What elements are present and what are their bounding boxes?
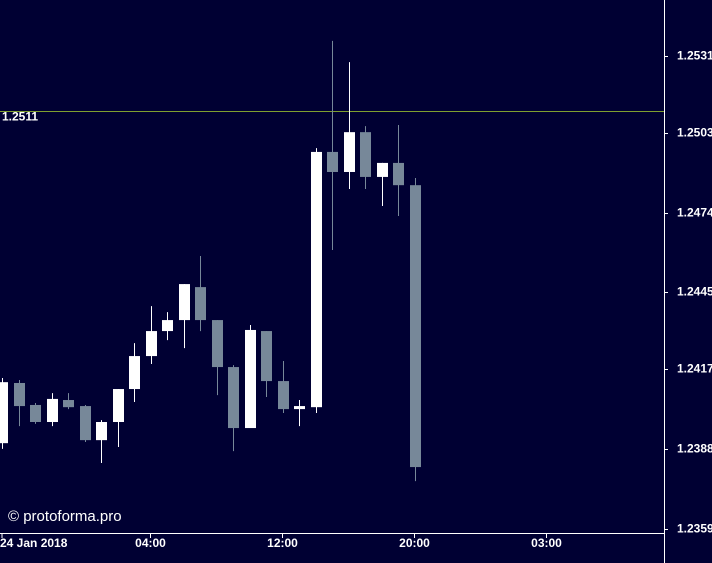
candle-body bbox=[179, 284, 190, 321]
candle-body bbox=[146, 331, 157, 357]
level-label: 1.2511 bbox=[2, 110, 38, 124]
x-tick-label: 24 Jan 2018 bbox=[0, 536, 68, 550]
y-tick-label: 1.2417 bbox=[677, 362, 712, 376]
candle-body bbox=[0, 382, 8, 444]
x-tick-label: 04:00 bbox=[135, 536, 166, 550]
candle-body bbox=[228, 367, 239, 429]
candle-body bbox=[410, 185, 421, 468]
candle-body bbox=[80, 406, 91, 441]
candle-body bbox=[344, 132, 355, 172]
candle-body bbox=[14, 382, 25, 407]
x-tick-label: 20:00 bbox=[399, 536, 430, 550]
y-tick-label: 1.2388 bbox=[677, 442, 712, 456]
x-tick-label: 03:00 bbox=[531, 536, 562, 550]
candle-body bbox=[245, 329, 256, 429]
y-tick-label: 1.2503 bbox=[677, 126, 712, 140]
candle-body bbox=[327, 151, 338, 172]
candle-body bbox=[30, 404, 41, 423]
candle-body bbox=[47, 398, 58, 423]
y-tick-label: 1.2445 bbox=[677, 285, 712, 299]
y-tick-label: 1.2531 bbox=[677, 49, 712, 63]
candle-body bbox=[212, 320, 223, 368]
candle-body bbox=[294, 406, 305, 410]
candle-body bbox=[393, 162, 404, 186]
candle-body bbox=[377, 162, 388, 177]
y-tick-label: 1.2359 bbox=[677, 522, 712, 536]
candle-body bbox=[311, 151, 322, 408]
watermark: © protoforma.pro bbox=[8, 508, 122, 525]
candle-body bbox=[63, 400, 74, 408]
candle-body bbox=[278, 381, 289, 410]
candle-body bbox=[113, 389, 124, 423]
candle-body bbox=[96, 422, 107, 441]
y-tick-label: 1.2474 bbox=[677, 206, 712, 220]
candle-body bbox=[195, 287, 206, 321]
candle-body bbox=[162, 320, 173, 332]
candle-body bbox=[360, 132, 371, 177]
x-tick-label: 12:00 bbox=[267, 536, 298, 550]
candle-body bbox=[261, 331, 272, 382]
candle-body bbox=[129, 356, 140, 390]
